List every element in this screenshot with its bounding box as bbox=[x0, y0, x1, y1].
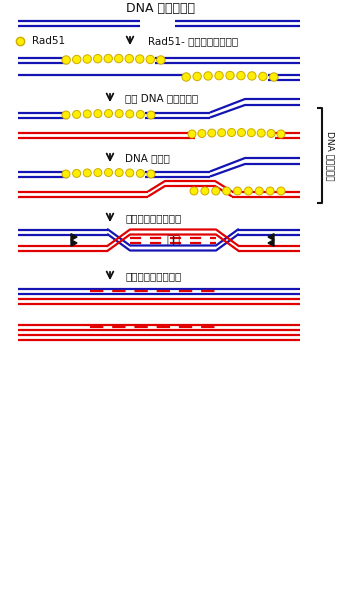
Circle shape bbox=[83, 169, 91, 177]
Text: 組換え中間体の形成: 組換え中間体の形成 bbox=[125, 213, 181, 223]
Circle shape bbox=[277, 130, 285, 138]
Circle shape bbox=[212, 187, 220, 195]
Polygon shape bbox=[71, 240, 77, 246]
Circle shape bbox=[83, 110, 91, 118]
Circle shape bbox=[73, 111, 81, 118]
Circle shape bbox=[247, 129, 255, 137]
Circle shape bbox=[146, 55, 154, 63]
Circle shape bbox=[157, 56, 165, 64]
Circle shape bbox=[257, 129, 265, 137]
Circle shape bbox=[226, 71, 234, 80]
Circle shape bbox=[208, 129, 216, 137]
Circle shape bbox=[267, 130, 275, 138]
Polygon shape bbox=[268, 234, 274, 240]
Circle shape bbox=[104, 109, 113, 117]
Text: 組換え中間体の解消: 組換え中間体の解消 bbox=[125, 271, 181, 281]
Circle shape bbox=[227, 129, 236, 136]
Circle shape bbox=[126, 110, 134, 118]
Circle shape bbox=[237, 71, 245, 80]
Circle shape bbox=[259, 72, 267, 81]
Circle shape bbox=[223, 187, 231, 195]
Circle shape bbox=[147, 170, 155, 178]
Text: 相同 DNA 配列の検索: 相同 DNA 配列の検索 bbox=[125, 93, 198, 103]
Circle shape bbox=[115, 169, 123, 176]
Circle shape bbox=[234, 187, 241, 195]
Circle shape bbox=[83, 55, 91, 63]
Circle shape bbox=[115, 109, 123, 118]
Circle shape bbox=[73, 169, 81, 178]
Circle shape bbox=[255, 187, 263, 195]
Circle shape bbox=[266, 187, 274, 195]
Text: DNA 鎖交換: DNA 鎖交換 bbox=[125, 153, 170, 163]
Circle shape bbox=[147, 111, 155, 119]
Circle shape bbox=[270, 73, 278, 81]
Circle shape bbox=[237, 129, 245, 136]
Circle shape bbox=[125, 54, 134, 63]
Circle shape bbox=[72, 55, 81, 63]
Circle shape bbox=[182, 73, 190, 81]
Text: 切断: 切断 bbox=[166, 233, 180, 246]
Circle shape bbox=[244, 187, 252, 195]
Circle shape bbox=[115, 54, 123, 63]
Circle shape bbox=[215, 71, 223, 80]
Circle shape bbox=[94, 109, 102, 118]
Text: DNA 鎖交換反応: DNA 鎖交換反応 bbox=[325, 131, 335, 180]
Circle shape bbox=[104, 169, 113, 176]
Circle shape bbox=[62, 170, 70, 178]
Circle shape bbox=[136, 169, 144, 178]
Circle shape bbox=[126, 169, 134, 177]
Circle shape bbox=[136, 111, 144, 118]
Circle shape bbox=[277, 187, 285, 195]
Text: Rad51: Rad51 bbox=[32, 36, 65, 46]
Circle shape bbox=[204, 72, 212, 80]
Text: Rad51- 単鎖複合体の形成: Rad51- 単鎖複合体の形成 bbox=[148, 36, 238, 46]
Circle shape bbox=[104, 54, 113, 63]
Circle shape bbox=[62, 111, 70, 119]
Circle shape bbox=[198, 130, 206, 138]
Polygon shape bbox=[268, 240, 274, 246]
Text: DNA 二重鎖切断: DNA 二重鎖切断 bbox=[125, 2, 194, 14]
Circle shape bbox=[190, 187, 198, 195]
Circle shape bbox=[62, 56, 70, 64]
Circle shape bbox=[94, 169, 102, 176]
Circle shape bbox=[218, 129, 226, 137]
Circle shape bbox=[94, 54, 102, 63]
Circle shape bbox=[201, 187, 209, 195]
Circle shape bbox=[188, 130, 196, 138]
Circle shape bbox=[193, 72, 201, 81]
Circle shape bbox=[136, 55, 144, 63]
Polygon shape bbox=[71, 234, 77, 240]
Circle shape bbox=[248, 72, 256, 80]
